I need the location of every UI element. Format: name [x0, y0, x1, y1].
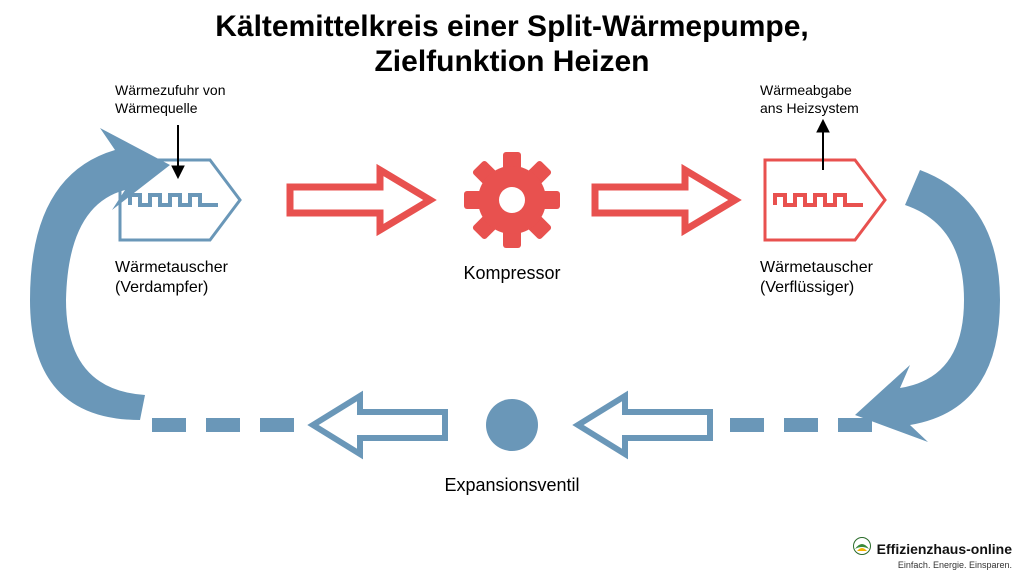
- expansion-label: Expansionsventil: [0, 474, 1024, 497]
- heat-output-arrow: [817, 120, 829, 170]
- heat-input-text: Wärmezufuhr von Wärmequelle: [115, 82, 225, 116]
- heat-output-label: Wärmeabgabe ans Heizsystem: [760, 82, 859, 117]
- dash-segment-left: [152, 418, 294, 432]
- flow-arrow-evap-to-comp: [290, 170, 430, 230]
- footer-brand: Effizienzhaus-online Einfach. Energie. E…: [853, 537, 1012, 570]
- condenser-text: Wärmetauscher (Verflüssiger): [760, 259, 873, 296]
- expansion-valve-icon: [486, 399, 538, 451]
- flow-arrow-comp-to-cond: [595, 170, 735, 230]
- flow-arrow-right-to-expansion: [578, 396, 710, 454]
- footer-tagline: Einfach. Energie. Einsparen.: [853, 560, 1012, 570]
- heat-input-label: Wärmezufuhr von Wärmequelle: [115, 82, 225, 117]
- expansion-text: Expansionsventil: [444, 475, 579, 495]
- compressor-gear-icon: [444, 132, 580, 268]
- footer-name: Effizienzhaus-online: [877, 541, 1012, 557]
- compressor-text: Kompressor: [463, 263, 560, 283]
- condenser-icon: [765, 160, 885, 240]
- dash-segment-right: [730, 418, 872, 432]
- flow-arrow-expansion-to-left: [313, 396, 445, 454]
- heat-input-arrow: [172, 125, 184, 178]
- condenser-label: Wärmetauscher (Verflüssiger): [760, 258, 873, 298]
- footer-logo-icon: [853, 537, 871, 560]
- heat-output-text: Wärmeabgabe ans Heizsystem: [760, 82, 859, 116]
